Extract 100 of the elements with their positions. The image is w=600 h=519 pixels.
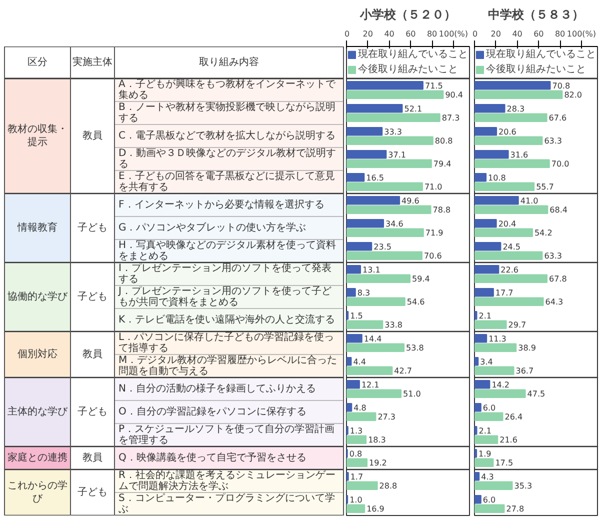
data-label: 51.0: [403, 390, 421, 399]
data-label: 2.1: [478, 311, 492, 320]
x-tick-label: 80: [554, 30, 566, 38]
data-label: 38.9: [518, 344, 536, 353]
text: 教員: [82, 130, 102, 142]
data-label: 22.6: [500, 265, 518, 274]
data-label: 82.0: [564, 90, 582, 100]
x-tick-label: 40: [512, 30, 522, 38]
text: 教員: [82, 452, 102, 464]
bar: [346, 320, 384, 330]
data-label: 64.3: [545, 298, 564, 307]
bar: [474, 205, 548, 214]
bar: [474, 136, 543, 146]
data-label: 3.4: [480, 357, 493, 366]
data-label: 16.5: [366, 173, 384, 182]
bar: [474, 113, 548, 122]
bar: [346, 80, 424, 90]
y-tick-label: E．子どもの回答を電子黒板などに提示して意見を共有する: [118, 170, 335, 193]
bar: [346, 264, 362, 274]
data-label: 27.8: [506, 504, 524, 514]
data-label: 1.3: [350, 426, 363, 436]
bar: [474, 320, 507, 330]
x-tick-label: 60: [534, 30, 544, 38]
bar: [474, 389, 526, 398]
text: 子ども: [78, 487, 108, 498]
data-label: 20.4: [498, 219, 516, 228]
x-tick-label: 20: [490, 30, 501, 38]
bar: [474, 150, 509, 159]
legend-label: 今後取り組みたいこと: [358, 63, 458, 76]
bar: [346, 218, 384, 228]
y-tick-label: L．パソコンに保存した子どもの学習記録を使って指導する: [118, 331, 334, 354]
data-label: 70.8: [552, 81, 570, 90]
data-label: 18.3: [368, 436, 386, 445]
text: 区分: [28, 56, 48, 68]
bar: [474, 242, 502, 251]
text: 情報教育: [16, 222, 58, 234]
data-label: 19.2: [369, 458, 387, 468]
bar: [474, 472, 480, 481]
bar: [346, 435, 367, 444]
data-label: 71.5: [424, 81, 443, 90]
y-tick-label: B．ノートや教材を実物投影機で映しながら説明する: [118, 101, 336, 124]
y-tick-label: F．インターネットから必要な情報を選択する: [118, 198, 324, 210]
data-label: 47.5: [527, 390, 546, 399]
bar: [346, 458, 368, 468]
bar: [474, 504, 505, 514]
data-label: 79.4: [433, 160, 452, 169]
data-label: 26.4: [504, 412, 523, 422]
data-label: 71.0: [424, 182, 442, 192]
data-label: 16.9: [366, 504, 384, 514]
data-label: 63.3: [544, 136, 562, 146]
data-label: 87.3: [442, 114, 460, 123]
x-tick-label: 60: [406, 30, 416, 38]
bar: [346, 402, 352, 412]
data-label: 13.1: [362, 265, 380, 274]
data-label: 54.6: [406, 298, 425, 307]
bar: [474, 448, 478, 458]
x-tick-label: 0: [472, 30, 478, 38]
data-label: 21.6: [500, 436, 518, 445]
data-label: 63.3: [544, 252, 562, 261]
bar: [474, 251, 543, 260]
data-label: 1.0: [350, 495, 362, 504]
y-tick-label: D．動画や３Ｄ映像などのデジタル教材で説明する: [118, 147, 336, 170]
x-tick-label: 100(%): [566, 30, 596, 38]
data-label: 55.7: [536, 182, 554, 192]
y-tick-label: H．写真や映像などのデジタル素材を使って資料をまとめる: [118, 239, 336, 262]
bar: [346, 251, 423, 260]
bar: [474, 343, 517, 352]
bar: [346, 205, 432, 214]
legend-label: 現在取り組んでいること: [358, 48, 468, 61]
y-tick-label: O．自分の学習記録をパソコンに保存する: [118, 406, 306, 418]
text: 子ども: [78, 406, 108, 418]
x-tick-label: 40: [384, 30, 394, 38]
y-tick-label: K．テレビ電話を使い遠隔や海外の人と交流する: [118, 314, 336, 326]
bar: [346, 356, 352, 366]
bar: [474, 172, 487, 182]
bar: [474, 310, 478, 320]
chart-title: 中学校（５８３）: [488, 8, 584, 22]
text: 主体的な学び: [8, 406, 68, 418]
data-label: 1.9: [478, 449, 492, 458]
text: 個別対応: [18, 348, 58, 360]
data-label: 10.8: [488, 173, 506, 182]
legend-label: 現在取り組んでいること: [486, 48, 596, 61]
data-label: 36.7: [516, 366, 534, 376]
bar: [474, 196, 519, 205]
bar: [346, 196, 400, 205]
y-tick-label: G．パソコンやタブレットの使い方を学ぶ: [118, 222, 306, 234]
data-label: 14.4: [364, 334, 382, 344]
text: 取り組み内容: [199, 56, 259, 68]
data-label: 35.3: [514, 482, 532, 491]
bar: [346, 274, 411, 284]
y-tick-label: S．コンピューター・プログラミングについて学ぶ: [118, 492, 335, 515]
bar: [474, 366, 514, 376]
data-label: 70.6: [424, 252, 442, 261]
bar: [474, 182, 535, 192]
bar: [474, 380, 490, 389]
bar: [346, 412, 376, 422]
data-label: 42.7: [394, 366, 412, 376]
bar: [474, 297, 544, 306]
bar: [346, 288, 356, 297]
bar: [346, 228, 424, 238]
